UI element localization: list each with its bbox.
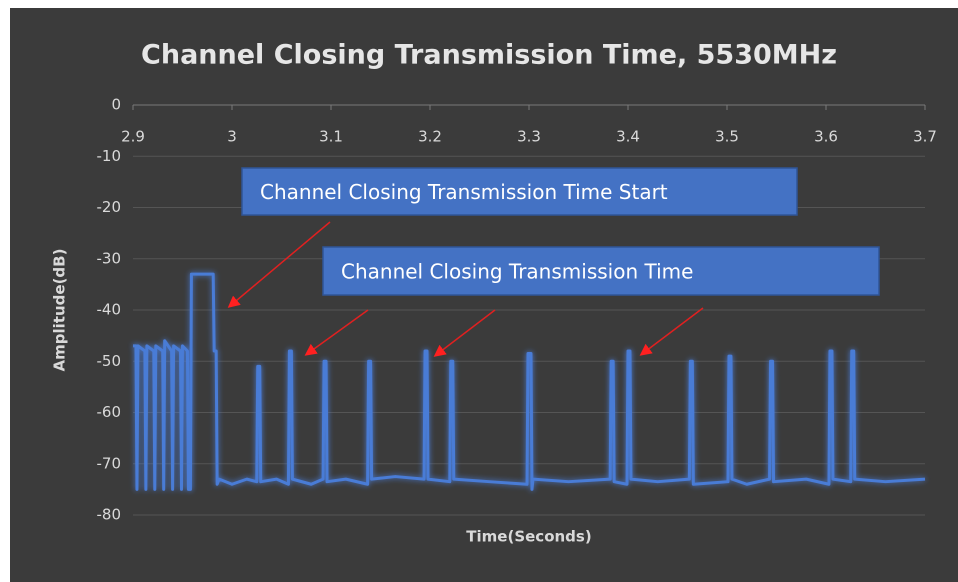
- y-tick-label: 0: [111, 96, 121, 114]
- plot-area: [133, 272, 926, 491]
- arrow: [639, 307, 704, 356]
- y-tick-label: -70: [97, 454, 122, 472]
- chart-title: Channel Closing Transmission Time, 5530M…: [141, 40, 837, 71]
- y-tick-label: -30: [97, 249, 122, 267]
- x-tick-label: 3.2: [418, 128, 442, 146]
- x-tick-label: 3.7: [913, 128, 937, 146]
- y-tick-label: -10: [97, 147, 122, 165]
- y-tick-label: -80: [97, 506, 122, 524]
- annotation-text: Channel Closing Transmission Time: [341, 260, 693, 284]
- annotation-text: Channel Closing Transmission Time Start: [260, 180, 668, 204]
- data-line: [133, 272, 926, 491]
- y-axis-title: Amplitude(dB): [51, 249, 69, 372]
- annotation-box: [241, 167, 798, 216]
- x-tick-label: 3: [227, 128, 237, 146]
- annotations: Channel Closing Transmission Time Start C…: [227, 167, 880, 357]
- y-tick-label: -40: [97, 301, 122, 319]
- x-tick-label: 3.3: [517, 128, 541, 146]
- arrow: [304, 309, 369, 356]
- x-tick-label: 3.4: [616, 128, 640, 146]
- x-tick-label: 3.1: [319, 128, 343, 146]
- x-tick-label: 3.6: [814, 128, 838, 146]
- annotation-box: [322, 246, 880, 296]
- arrow: [227, 221, 331, 308]
- x-axis-title: Time(Seconds): [466, 528, 591, 546]
- x-tick-label: 2.9: [121, 128, 145, 146]
- y-tick-label: -20: [97, 198, 122, 216]
- x-tick-label: 3.5: [715, 128, 739, 146]
- y-tick-label: -50: [97, 352, 122, 370]
- arrow: [433, 309, 496, 357]
- y-tick-label: -60: [97, 403, 122, 421]
